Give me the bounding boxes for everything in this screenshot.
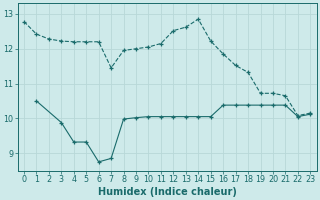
X-axis label: Humidex (Indice chaleur): Humidex (Indice chaleur) [98, 187, 236, 197]
